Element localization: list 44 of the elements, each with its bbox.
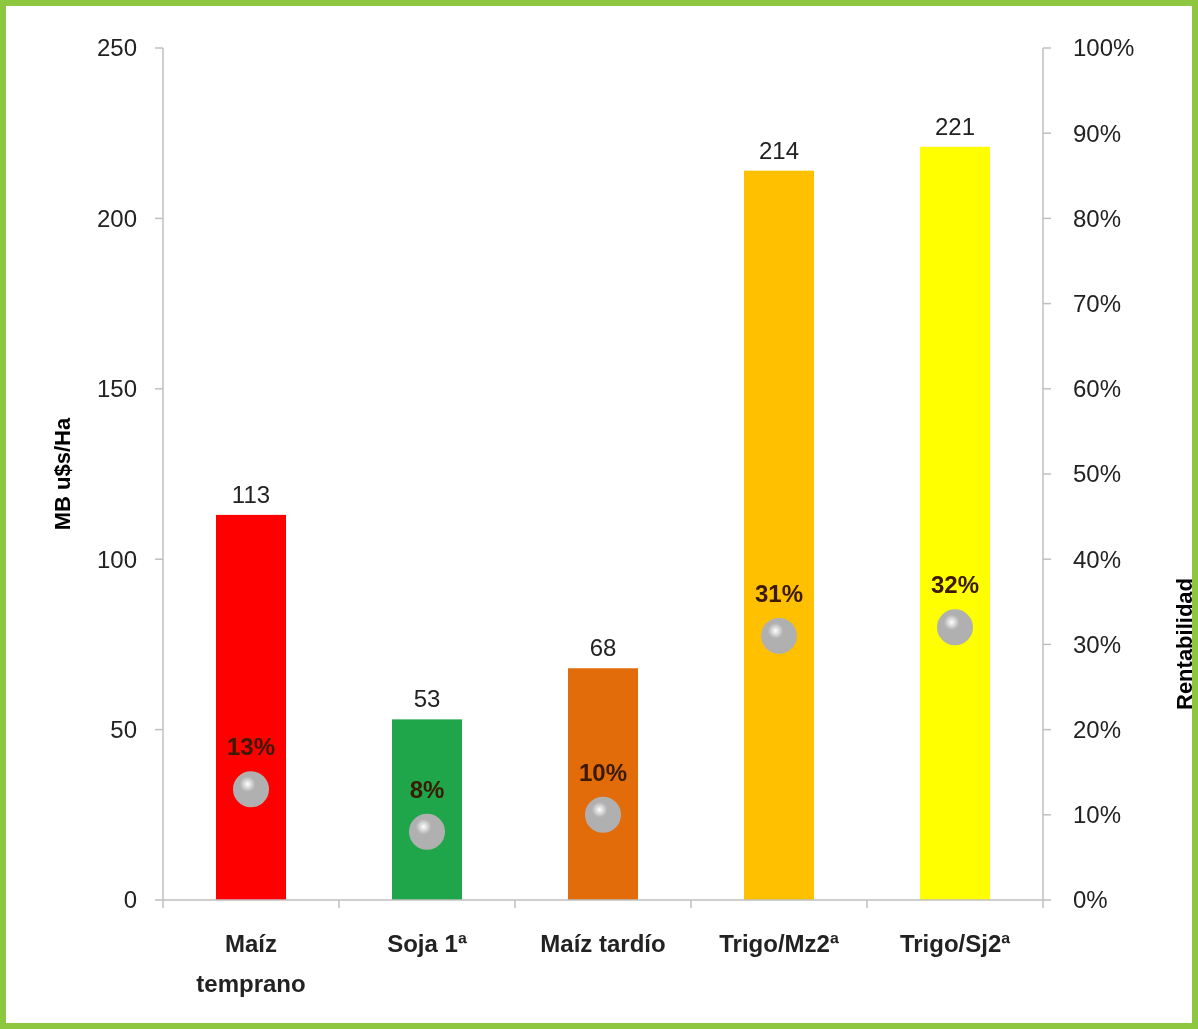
x-tick-label: Maíz tardío bbox=[540, 930, 666, 957]
data-label: 68 bbox=[589, 634, 617, 662]
x-tick-label: Soja 1ª bbox=[387, 930, 467, 957]
y2-tick-label: 20% bbox=[1073, 716, 1122, 743]
data-label: 214 bbox=[758, 136, 800, 164]
x-tick-label: Trigo/Mz2ª bbox=[719, 930, 839, 957]
y2-tick-label: 100% bbox=[1073, 34, 1135, 62]
y2-tick-label: 40% bbox=[1073, 545, 1122, 573]
y2-tick-label: 10% bbox=[1073, 801, 1122, 829]
bar bbox=[920, 146, 990, 900]
y-tick-label: 150 bbox=[96, 375, 137, 403]
point bbox=[233, 771, 269, 808]
data-label: 221 bbox=[934, 112, 976, 140]
data-label: 53 bbox=[413, 685, 441, 713]
y2-tick-label: 90% bbox=[1073, 119, 1122, 147]
bar bbox=[392, 719, 462, 900]
point bbox=[409, 813, 445, 850]
y2-tick-label: 50% bbox=[1073, 460, 1122, 488]
y-axis-title: MB u$s/Ha bbox=[50, 417, 75, 531]
data-label: 113 bbox=[231, 480, 271, 508]
data-label: 10% bbox=[578, 758, 628, 786]
y2-tick-label: 70% bbox=[1073, 290, 1122, 317]
point bbox=[937, 609, 973, 646]
data-label: 31% bbox=[754, 579, 804, 607]
bar bbox=[216, 514, 286, 900]
y-tick-label: 0 bbox=[123, 886, 137, 914]
y2-tick-label: 60% bbox=[1073, 375, 1122, 403]
data-label: 32% bbox=[930, 571, 980, 599]
y-tick-label: 50 bbox=[110, 716, 137, 743]
bar bbox=[568, 668, 638, 900]
point bbox=[761, 617, 797, 654]
y-tick-label: 100 bbox=[96, 545, 137, 573]
x-tick-label: Maíz temprano bbox=[196, 930, 306, 997]
data-label: 13% bbox=[226, 733, 276, 761]
bar bbox=[744, 170, 814, 900]
point bbox=[585, 796, 621, 833]
data-label: 8% bbox=[409, 775, 445, 803]
y2-axis-title: Rentabilidad bbox=[1172, 577, 1197, 711]
x-tick-label: Trigo/Sj2ª bbox=[899, 930, 1011, 957]
y2-tick-label: 0% bbox=[1073, 886, 1108, 914]
y2-tick-label: 80% bbox=[1073, 204, 1122, 232]
y-tick-label: 200 bbox=[96, 204, 137, 232]
y-tick-label: 250 bbox=[96, 34, 137, 62]
y2-tick-label: 30% bbox=[1073, 630, 1122, 658]
